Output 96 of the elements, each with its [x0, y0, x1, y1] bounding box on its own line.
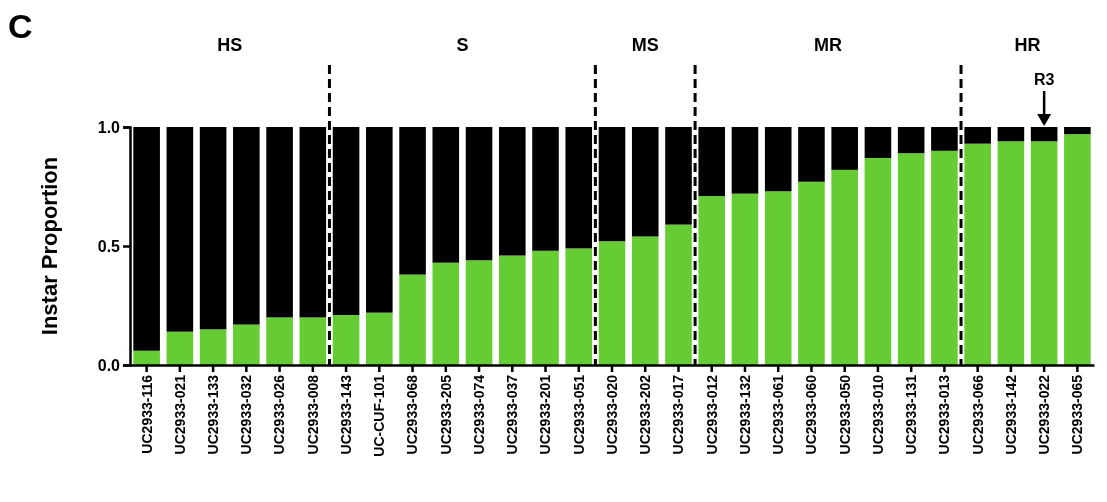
- x-tick-label: UC2933-074: [470, 374, 487, 455]
- text: C: [8, 7, 33, 45]
- bar: [931, 127, 958, 151]
- x-tick-label: UC2933-143: [337, 374, 354, 455]
- bar: [233, 127, 260, 325]
- bar: [199, 127, 227, 330]
- x-tick-label: UC2933-132: [736, 374, 753, 455]
- bar: [399, 274, 426, 365]
- bar: [465, 260, 493, 365]
- bar: [1064, 127, 1091, 135]
- y-tick-label: 1.0: [97, 118, 121, 136]
- y-axis-title: Instar Proportion: [37, 156, 62, 336]
- annotation: R3: [1033, 71, 1055, 88]
- x-tick-label: UC2933-205: [437, 374, 454, 455]
- bar: [798, 181, 825, 365]
- bar: [465, 127, 493, 261]
- x-tick-label: UC2933-037: [504, 374, 521, 455]
- bar: [133, 350, 160, 365]
- bar: [631, 236, 659, 365]
- bar: [1064, 134, 1091, 365]
- bar: [864, 157, 892, 365]
- bar: [532, 250, 559, 365]
- bar: [764, 191, 792, 365]
- x-tick-label: UC2933-050: [836, 374, 853, 455]
- bar: [565, 248, 593, 365]
- x-tick-label: UC2933-068: [404, 374, 421, 455]
- bar: [897, 127, 925, 154]
- text: HR: [1014, 35, 1041, 55]
- x-tick-label: UC2933-013: [936, 374, 953, 455]
- text: MS: [631, 35, 659, 55]
- bar: [532, 127, 559, 251]
- x-tick-label: UC2933-020: [603, 374, 620, 455]
- bar: [964, 143, 991, 365]
- bar: [332, 127, 360, 316]
- x-tick-label: UC2933-202: [637, 374, 654, 455]
- bar: [698, 127, 726, 197]
- x-tick-label: UC2933-010: [869, 374, 886, 455]
- bar: [698, 196, 726, 365]
- bar: [731, 193, 759, 365]
- bar: [1030, 141, 1058, 365]
- x-tick-label: UC2933-008: [304, 374, 321, 455]
- bar: [731, 127, 759, 194]
- bar: [366, 312, 393, 365]
- bar: [332, 315, 360, 365]
- x-tick-label: UC2933-131: [903, 374, 920, 455]
- bar: [498, 255, 526, 365]
- y-tick-label: 0.0: [97, 356, 121, 374]
- bar: [864, 127, 892, 158]
- x-tick-label: UC2933-051: [570, 374, 587, 455]
- bar: [166, 127, 194, 332]
- bar: [665, 127, 692, 225]
- bar: [997, 141, 1025, 365]
- bar: [631, 127, 659, 237]
- x-tick-label: UC2933-026: [271, 374, 288, 455]
- x-tick-label: UC2933-012: [703, 374, 720, 455]
- bar: [366, 127, 393, 313]
- x-tick-label: UC2933-066: [969, 374, 986, 455]
- x-tick-label: UC2933-017: [670, 374, 687, 455]
- bar: [299, 317, 327, 365]
- x-tick-label: UC2933-201: [537, 374, 554, 455]
- bar: [233, 324, 260, 365]
- x-tick-label: UC2933-021: [171, 374, 188, 455]
- bar: [266, 127, 293, 318]
- bar: [432, 262, 460, 365]
- bar: [665, 224, 692, 365]
- x-tick-label: UC2933-116: [138, 374, 155, 454]
- bar: [399, 127, 426, 275]
- bar: [266, 317, 293, 365]
- bar: [299, 127, 327, 318]
- bar: [964, 127, 991, 144]
- bar: [565, 127, 593, 249]
- x-tick-label: UC-CUF-101: [371, 374, 388, 457]
- bar: [199, 329, 227, 365]
- x-tick-label: UC2933-022: [1036, 374, 1053, 455]
- x-tick-label: UC2933-133: [205, 374, 221, 455]
- bar: [831, 127, 858, 170]
- bar: [997, 127, 1025, 142]
- x-tick-label: UC2933-060: [803, 374, 820, 455]
- bar: [764, 127, 792, 192]
- bar: [432, 127, 460, 263]
- bar: [798, 127, 825, 182]
- x-tick-label: UC2933-142: [1002, 374, 1019, 455]
- x-tick-label: UC2933-032: [238, 374, 255, 455]
- text: MR: [814, 35, 843, 55]
- x-tick-label: UC2933-065: [1069, 374, 1086, 455]
- text: HS: [217, 35, 243, 55]
- bar: [931, 150, 958, 365]
- bar: [598, 127, 626, 242]
- bar: [598, 241, 626, 365]
- bar: [498, 127, 526, 256]
- bar: [897, 153, 925, 365]
- text: S: [456, 35, 469, 55]
- y-tick-label: 0.5: [97, 237, 121, 255]
- bar: [166, 331, 194, 365]
- x-tick-label: UC2933-061: [770, 374, 787, 455]
- bar: [831, 169, 858, 365]
